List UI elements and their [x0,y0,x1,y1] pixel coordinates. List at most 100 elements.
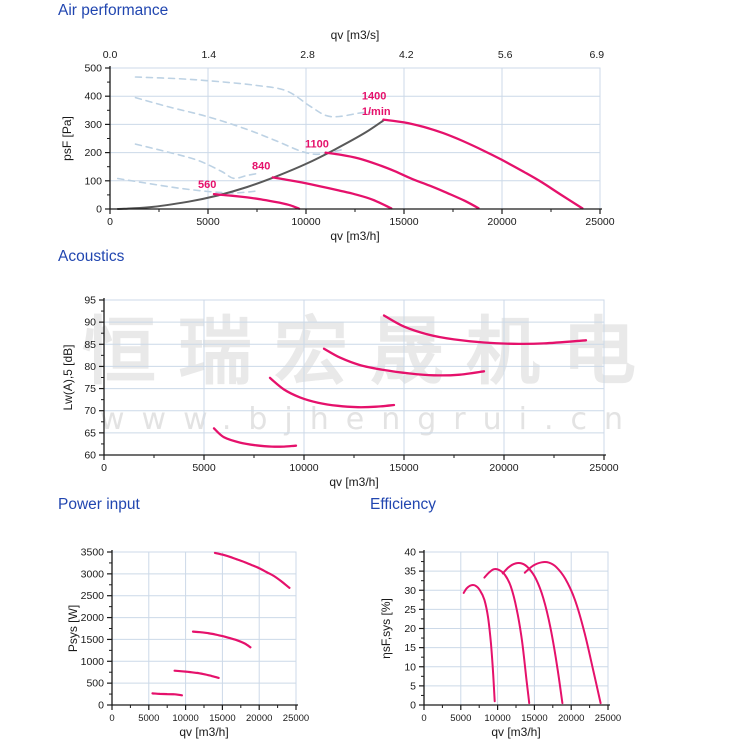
svg-text:0: 0 [109,713,114,724]
svg-text:25000: 25000 [585,216,614,228]
series-eff-560 [462,583,496,703]
svg-text:400: 400 [84,91,102,103]
series-aux-dashed-3 [134,143,260,180]
svg-text:15000: 15000 [389,216,418,228]
series-power-1400 [213,551,291,589]
svg-text:75: 75 [84,383,96,395]
svg-text:20000: 20000 [489,462,518,474]
svg-text:5000: 5000 [196,216,220,228]
svg-text:300: 300 [84,119,102,131]
svg-text:20000: 20000 [487,216,516,228]
svg-text:1.4: 1.4 [201,49,216,61]
series-fan-curve-560 [212,192,301,210]
svg-text:0: 0 [96,204,102,216]
series-fan-curve-1400 [382,118,584,210]
svg-text:25000: 25000 [595,713,621,724]
top-axis-label: qv [m3/s] [331,28,380,42]
svg-text:3500: 3500 [81,547,105,559]
chart-canvas-2: 0 5000 10000 15000 20000 25000 0 500 1000 1500 200… [66,547,309,740]
x-axis-label: qv [m3/h] [491,725,540,739]
svg-text:2000: 2000 [81,612,105,624]
svg-text:500: 500 [86,678,104,690]
svg-text:5000: 5000 [450,713,471,724]
svg-text:3000: 3000 [81,568,105,580]
svg-text:60: 60 [84,450,96,462]
series-noise-840 [268,376,396,409]
svg-text:0: 0 [101,462,107,474]
x-axis-label: qv [m3/h] [330,229,379,243]
section-title-power-input: Power input [58,496,140,513]
series-noise-1400 [382,314,588,346]
curve-label-560: 560 [198,179,216,191]
svg-text:0: 0 [421,713,426,724]
x-axis-label: qv [m3/h] [329,475,378,489]
svg-text:5: 5 [410,680,416,692]
svg-text:15000: 15000 [521,713,547,724]
series-fan-curve-1100 [324,151,480,210]
svg-text:10000: 10000 [484,713,510,724]
series-noise-1100 [322,347,486,377]
power-input-chart: 0 5000 10000 15000 20000 25000 0 500 1000 1500 200… [55,542,330,750]
svg-text:500: 500 [84,63,102,75]
svg-text:1000: 1000 [81,656,105,668]
curve-label-840: 840 [252,161,270,173]
svg-text:5.6: 5.6 [498,49,513,61]
section-title-acoustics: Acoustics [58,248,125,265]
series-aux-dashed-1 [134,76,372,118]
svg-text:15000: 15000 [209,713,235,724]
series-system-resistance-curve [116,119,385,210]
y-axis-label: Psys [W] [66,605,80,652]
svg-text:20: 20 [404,623,416,635]
svg-text:95: 95 [84,295,96,307]
efficiency-chart: 0 5000 10000 15000 20000 25000 0 5 10 15 20 25 30 35 4… [368,542,633,750]
svg-text:1500: 1500 [81,634,105,646]
section-title-efficiency: Efficiency [370,496,437,513]
svg-text:85: 85 [84,339,96,351]
svg-text:25: 25 [404,604,416,616]
svg-text:25000: 25000 [589,462,618,474]
svg-text:200: 200 [84,147,102,159]
series-noise-560 [212,427,298,448]
svg-text:65: 65 [84,427,96,439]
svg-text:20000: 20000 [246,713,272,724]
svg-text:6.9: 6.9 [590,49,605,61]
svg-text:0: 0 [98,700,104,712]
chart-canvas-0: 0 5000 10000 15000 20000 25000 0 100 200 300 400 50… [60,28,615,243]
curve-label-1-min: 1/min [362,106,391,118]
svg-text:30: 30 [404,585,416,597]
series-power-1100 [191,630,252,649]
chart-canvas-1: 0 5000 10000 15000 20000 25000 60 65 70 75 80 85 90 9… [61,295,619,490]
series-eff-1400 [523,560,602,705]
section-title-air-performance: Air performance [58,2,169,19]
svg-text:15: 15 [404,642,416,654]
series-fan-curve-840 [271,176,393,210]
svg-text:90: 90 [84,317,96,329]
series-eff-840 [483,568,531,705]
series-eff-1100 [501,561,564,705]
svg-text:10000: 10000 [291,216,320,228]
svg-text:0: 0 [107,216,113,228]
svg-text:0.0: 0.0 [103,49,118,61]
svg-text:4.2: 4.2 [399,49,414,61]
svg-text:70: 70 [84,405,96,417]
y-axis-label: psF [Pa] [60,116,74,161]
x-axis-label: qv [m3/h] [179,725,228,739]
svg-text:100: 100 [84,175,102,187]
y-axis-label: ηsF,sys [%] [379,598,393,659]
series-aux-dashed-4 [117,177,256,194]
curve-label-1400: 1400 [362,91,386,103]
svg-text:20000: 20000 [558,713,584,724]
svg-text:15000: 15000 [389,462,418,474]
svg-text:0: 0 [410,700,416,712]
y-axis-label: Lw(A),5 [dB] [61,344,75,410]
svg-text:2500: 2500 [81,590,105,602]
svg-text:10: 10 [404,661,416,673]
acoustics-chart: 0 5000 10000 15000 20000 25000 60 65 70 75 80 85 90 9… [55,290,635,507]
svg-text:10000: 10000 [289,462,318,474]
series-power-560 [151,692,183,697]
chart-canvas-3: 0 5000 10000 15000 20000 25000 0 5 10 15 20 25 30 35 4… [379,547,621,740]
svg-text:5000: 5000 [138,713,159,724]
svg-text:5000: 5000 [192,462,216,474]
svg-text:35: 35 [404,566,416,578]
